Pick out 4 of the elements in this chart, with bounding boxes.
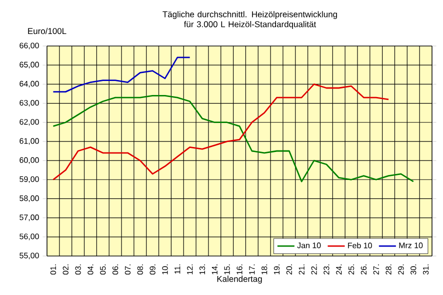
chart-title: Tägliche durchschnittl. Heizölpreisentwicklung für 3.000 L Heizöl-Standardqualität: [162, 11, 337, 29]
line-series: [52, 56, 191, 93]
x-axis-title: Kalendertag: [217, 276, 262, 284]
y-axis-title: Euro/100L: [28, 28, 66, 34]
